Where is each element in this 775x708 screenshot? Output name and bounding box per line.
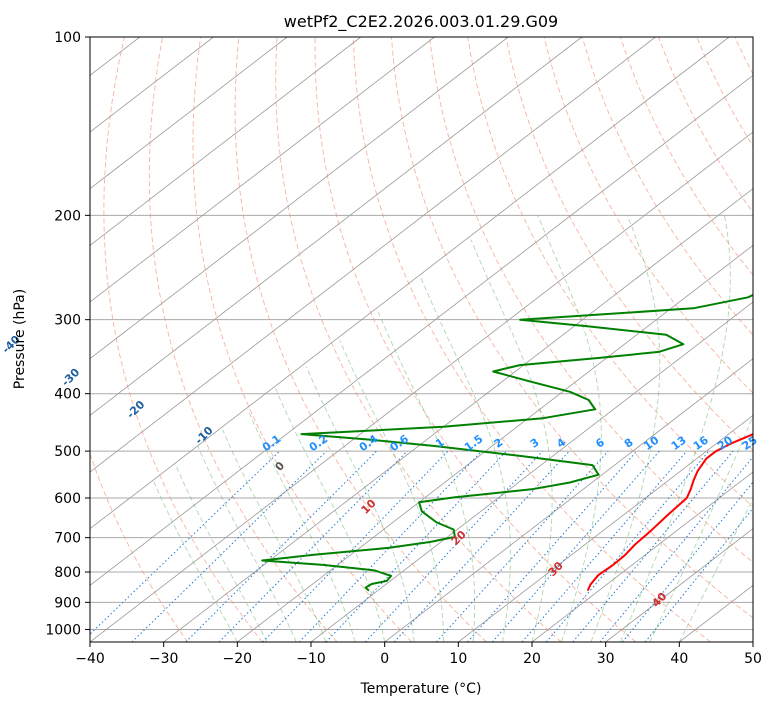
chart-title: wetPf2_C2E2.2026.003.01.29.G09 (284, 12, 558, 32)
isotherm-line (237, 244, 753, 642)
moist-adiabat (590, 215, 661, 642)
moist-adiabat (222, 429, 327, 642)
x-tick-label: 0 (380, 651, 389, 667)
y-tick-label: 100 (54, 30, 81, 46)
x-tick-label: 20 (523, 651, 541, 667)
mixing-ratio-line (572, 450, 734, 642)
mixing-ratio-line (644, 507, 753, 642)
moist-adiabat (339, 340, 445, 642)
profile-line (261, 293, 753, 592)
isotherm-line (310, 301, 753, 642)
isotherm-line (458, 414, 753, 642)
x-tick-label: 40 (670, 651, 688, 667)
x-tick-label: −30 (149, 651, 179, 667)
mixing-ratio-line (436, 450, 609, 642)
y-tick-label: 300 (54, 313, 81, 329)
plot-frame (89, 36, 754, 643)
isotherm-line (90, 37, 730, 530)
mixing-ratio-line (185, 450, 377, 642)
mixing-ratio-line (545, 450, 710, 642)
moist-adiabat (420, 277, 511, 642)
mixing-ratio-line (131, 450, 327, 642)
x-axis: −40 −30 −20 −10 0 10 20 30 40 50 (75, 642, 762, 667)
dry-adiabat (275, 37, 562, 642)
x-tick-label: −40 (75, 651, 105, 667)
y-tick-label: 400 (54, 387, 81, 403)
x-tick-label: 30 (597, 651, 615, 667)
y-tick-label: 200 (54, 208, 81, 224)
x-tick-label: 50 (744, 651, 762, 667)
dry-adiabat (543, 37, 753, 394)
isotherm-line (90, 37, 362, 246)
moist-adiabat (377, 310, 476, 642)
dry-adiabat (429, 37, 753, 563)
isotherm-line (90, 74, 753, 586)
mixing-ratio-line (622, 481, 753, 642)
mixing-ratio-line (218, 450, 408, 642)
dry-adiabat (103, 37, 263, 642)
y-tick-label: 1000 (45, 622, 81, 638)
x-tick-label: 10 (449, 651, 467, 667)
dry-adiabat (148, 37, 338, 642)
moist-adiabat (678, 498, 753, 642)
profile-line (586, 432, 753, 592)
isotherm-line (90, 131, 753, 642)
moist-adiabat (197, 445, 297, 642)
isotherm-line (605, 528, 753, 642)
isotherm-line (90, 37, 583, 416)
dry-adiabat (390, 37, 753, 619)
y-tick-label: 800 (54, 565, 81, 581)
mixing-ratio-line (364, 450, 544, 642)
moist-adiabat (247, 409, 356, 642)
isotherm-line (384, 358, 753, 642)
mixing-ratio-line (90, 450, 281, 635)
moist-adiabat (649, 415, 753, 642)
isotherm-line (90, 37, 435, 303)
dry-adiabat (90, 452, 189, 642)
dry-adiabat (467, 37, 753, 508)
background-lines (90, 37, 753, 642)
dry-adiabat (314, 37, 637, 642)
y-axis-label: Pressure (hPa) (12, 289, 28, 389)
y-tick-label: 500 (54, 444, 81, 460)
isotherm-line (90, 37, 288, 190)
dry-adiabat (352, 37, 711, 642)
moist-adiabat (537, 215, 602, 642)
mixing-ratio-line (599, 456, 753, 642)
profile-series (261, 293, 753, 592)
y-tick-label: 600 (54, 491, 81, 507)
x-tick-label: −10 (296, 651, 326, 667)
mixing-ratio-line (298, 450, 483, 642)
y-tick-label: 900 (54, 595, 81, 611)
y-axis: 100 200 300 400 500 600 700 800 900 1000 (45, 30, 90, 638)
dry-adiabat (234, 37, 487, 642)
isotherm-line (90, 37, 509, 360)
dry-adiabat (505, 37, 753, 451)
mixing-ratio-line (262, 450, 449, 642)
mixing-ratio-line (467, 450, 638, 642)
y-tick-label: 700 (54, 531, 81, 547)
isotherm-line (531, 471, 753, 642)
isotherm-line (163, 188, 753, 642)
moist-adiabat (174, 463, 268, 642)
x-tick-label: −20 (223, 651, 253, 667)
isotherm-line (90, 37, 656, 473)
x-axis-label: Temperature (°C) (360, 681, 482, 697)
